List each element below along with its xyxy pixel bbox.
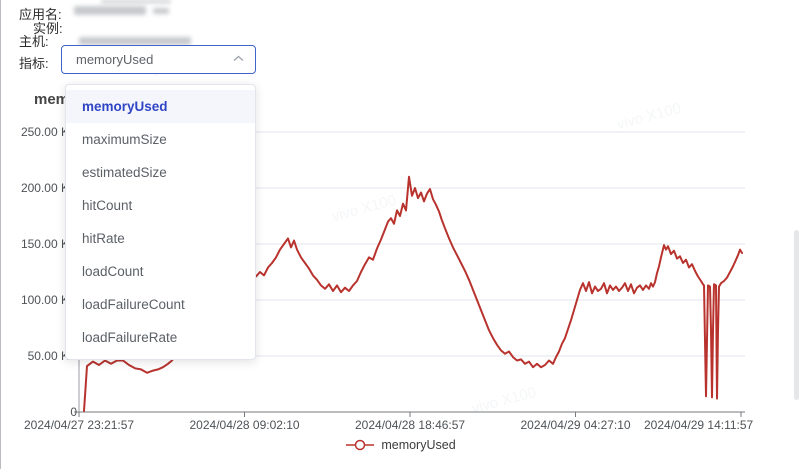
metric-dropdown-panel: memoryUsed maximumSize estimatedSize hitCou… [65,84,256,360]
dropdown-option-memoryUsed[interactable]: memoryUsed [66,90,255,123]
x-axis-tick-label: 2024/04/29 14:11:57 [644,418,754,432]
y-axis-tick-label: 200.00 KB [20,181,77,195]
y-axis-labels: 0 50.00 KB 100.00 KB 150.00 KB 200.00 KB 250.… [11,0,81,469]
host-label: 主机: [19,34,49,49]
chart-legend[interactable]: memoryUsed [1,438,800,452]
y-axis-tick-label: 250.00 KB [20,125,77,139]
legend-label: memoryUsed [381,438,456,452]
x-axis-tick-label: 2024/04/28 09:02:10 [189,418,300,432]
y-axis-tick-label: 0 [70,405,77,419]
x-axis-tick-label: 2024/04/28 18:46:57 [355,418,466,432]
dropdown-option-maximumSize[interactable]: maximumSize [82,132,167,147]
y-axis-tick-label: 150.00 KB [20,237,77,251]
metric-label: 指标: [19,56,49,71]
x-axis-tick-label: 2024/04/29 04:27:10 [520,418,631,432]
chevron-up-icon [233,55,244,62]
app-name-label: 应用名: [19,7,62,22]
dropdown-option-loadFailureCount[interactable]: loadFailureCount [82,297,185,312]
metric-select[interactable]: memoryUsed [61,45,256,74]
redacted-host-value [79,37,191,45]
x-axis-tick-label: 2024/04/27 23:21:57 [24,418,135,432]
legend-line-circle-icon [346,439,375,451]
dropdown-option-loadCount[interactable]: loadCount [82,264,144,279]
redacted-app-name-value [74,6,146,15]
y-axis-tick-label: 100.00 KB [20,293,77,307]
y-axis-tick-label: 50.00 KB [27,349,77,363]
dropdown-option-hitRate[interactable]: hitRate [82,231,125,246]
metric-select-value: memoryUsed [76,52,154,67]
dropdown-option-hitCount[interactable]: hitCount [82,198,133,213]
scrollbar-thumb[interactable] [794,230,799,400]
dropdown-option-estimatedSize[interactable]: estimatedSize [82,165,167,180]
dropdown-option-loadFailureRate[interactable]: loadFailureRate [82,330,178,345]
instance-label: 实例: [33,21,63,36]
redacted-top-value [101,0,171,3]
redacted-app-name-value-2 [153,8,169,14]
